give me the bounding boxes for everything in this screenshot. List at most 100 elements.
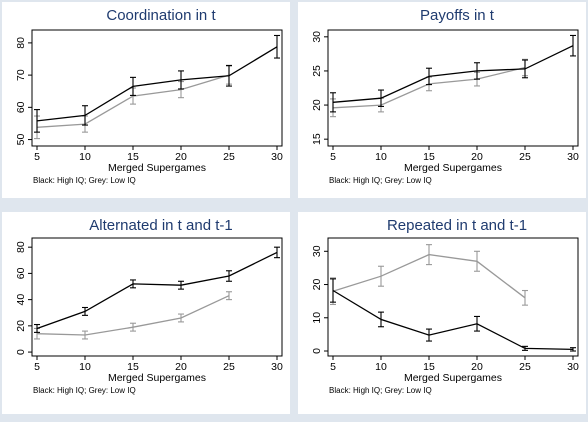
panel-background xyxy=(298,2,586,198)
panel-background xyxy=(2,2,290,198)
chart-title: Coordination in t xyxy=(106,7,216,24)
error-bar xyxy=(330,278,336,303)
error-bar xyxy=(130,322,136,332)
x-tick-label: 25 xyxy=(519,361,531,373)
error-bar xyxy=(330,92,336,113)
x-tick-label: 20 xyxy=(471,151,483,163)
chart-panel-3: Alternated in t and t-1 5 10 15 20 25 30 0 20 40 6… xyxy=(2,212,290,414)
y-tick-label: 30 xyxy=(311,31,323,43)
error-bar xyxy=(570,347,576,352)
y-tick-label: 80 xyxy=(15,37,27,49)
x-tick-label: 5 xyxy=(330,361,336,373)
y-tick-label: 20 xyxy=(311,279,323,291)
legend-note: Black: High IQ; Grey: Low IQ xyxy=(329,386,432,395)
x-tick-label: 15 xyxy=(423,151,435,163)
x-tick-label: 15 xyxy=(127,151,139,163)
x-tick-label: 5 xyxy=(34,361,40,373)
y-tick-label: 0 xyxy=(311,348,323,354)
error-bar xyxy=(522,289,528,306)
error-bar xyxy=(570,34,576,57)
error-bar xyxy=(522,345,528,351)
plot-frame xyxy=(327,237,579,357)
chart-title: Payoffs in t xyxy=(420,7,495,24)
x-tick-label: 15 xyxy=(423,361,435,373)
y-tick-label: 60 xyxy=(15,267,27,279)
y-tick-label: 20 xyxy=(311,99,323,111)
legend-note: Black: High IQ; Grey: Low IQ xyxy=(33,176,136,185)
x-tick-label: 10 xyxy=(79,361,91,373)
error-bar xyxy=(378,311,384,328)
error-bar xyxy=(426,244,432,266)
x-tick-label: 30 xyxy=(567,151,579,163)
panel-background xyxy=(2,212,290,414)
x-tick-label: 25 xyxy=(519,151,531,163)
error-bar xyxy=(82,306,88,316)
x-axis-label: Merged Supergames xyxy=(108,372,206,384)
x-tick-label: 30 xyxy=(271,151,283,163)
x-tick-label: 25 xyxy=(223,361,235,373)
legend-note: Black: High IQ; Grey: Low IQ xyxy=(329,176,432,185)
error-bar xyxy=(426,67,432,86)
error-bar xyxy=(226,291,232,301)
chart-title: Alternated in t and t-1 xyxy=(89,217,232,234)
x-tick-label: 20 xyxy=(175,361,187,373)
x-axis-label: Merged Supergames xyxy=(404,372,502,384)
y-tick-label: 15 xyxy=(311,133,323,145)
panel-background xyxy=(298,212,586,414)
y-tick-label: 60 xyxy=(15,101,27,113)
error-bar xyxy=(178,313,184,323)
series-line-1 xyxy=(36,251,278,330)
x-axis-label: Merged Supergames xyxy=(404,162,502,174)
error-bar xyxy=(474,315,480,332)
error-bar xyxy=(178,280,184,290)
error-bar xyxy=(378,89,384,107)
x-tick-label: 15 xyxy=(127,361,139,373)
error-bar xyxy=(378,265,384,287)
error-bar xyxy=(226,64,232,87)
x-axis-label: Merged Supergames xyxy=(108,162,206,174)
error-bar xyxy=(130,279,136,289)
error-bar xyxy=(426,328,432,342)
series-line-1 xyxy=(332,45,574,103)
y-tick-label: 10 xyxy=(311,312,323,324)
error-bar xyxy=(474,62,480,80)
error-bar xyxy=(274,34,280,59)
error-bar xyxy=(522,59,528,79)
y-tick-label: 25 xyxy=(311,65,323,77)
x-tick-label: 5 xyxy=(330,151,336,163)
error-bar xyxy=(130,76,136,96)
error-bar xyxy=(178,70,184,90)
plot-frame xyxy=(327,29,579,147)
x-tick-label: 10 xyxy=(375,361,387,373)
y-tick-label: 80 xyxy=(15,241,27,253)
y-tick-label: 40 xyxy=(15,294,27,306)
error-bar xyxy=(226,270,232,282)
x-tick-label: 5 xyxy=(34,151,40,163)
plot-frame xyxy=(31,29,283,147)
x-tick-label: 20 xyxy=(471,361,483,373)
x-tick-label: 30 xyxy=(271,361,283,373)
error-bar xyxy=(274,246,280,259)
series-line-1 xyxy=(332,289,574,351)
y-tick-label: 70 xyxy=(15,69,27,81)
chart-title: Repeated in t and t-1 xyxy=(387,217,527,234)
x-tick-label: 10 xyxy=(79,151,91,163)
series-line-1 xyxy=(36,46,278,122)
error-bar xyxy=(34,109,40,133)
chart-panel-1: Coordination in t 5 10 15 20 25 30 50 60 70 80 Merg… xyxy=(2,2,290,198)
error-bar xyxy=(82,105,88,126)
error-bar xyxy=(474,250,480,272)
chart-panel-4: Repeated in t and t-1 5 10 15 20 25 30 0 10 20 30 M… xyxy=(298,212,586,414)
error-bar xyxy=(34,323,40,333)
plot-frame xyxy=(31,237,283,357)
y-tick-label: 30 xyxy=(311,245,323,257)
legend-note: Black: High IQ; Grey: Low IQ xyxy=(33,386,136,395)
y-tick-label: 20 xyxy=(15,320,27,332)
error-bar xyxy=(82,330,88,340)
y-tick-label: 50 xyxy=(15,134,27,146)
x-tick-label: 20 xyxy=(175,151,187,163)
x-tick-label: 10 xyxy=(375,151,387,163)
x-tick-label: 30 xyxy=(567,361,579,373)
y-tick-label: 0 xyxy=(15,349,27,355)
